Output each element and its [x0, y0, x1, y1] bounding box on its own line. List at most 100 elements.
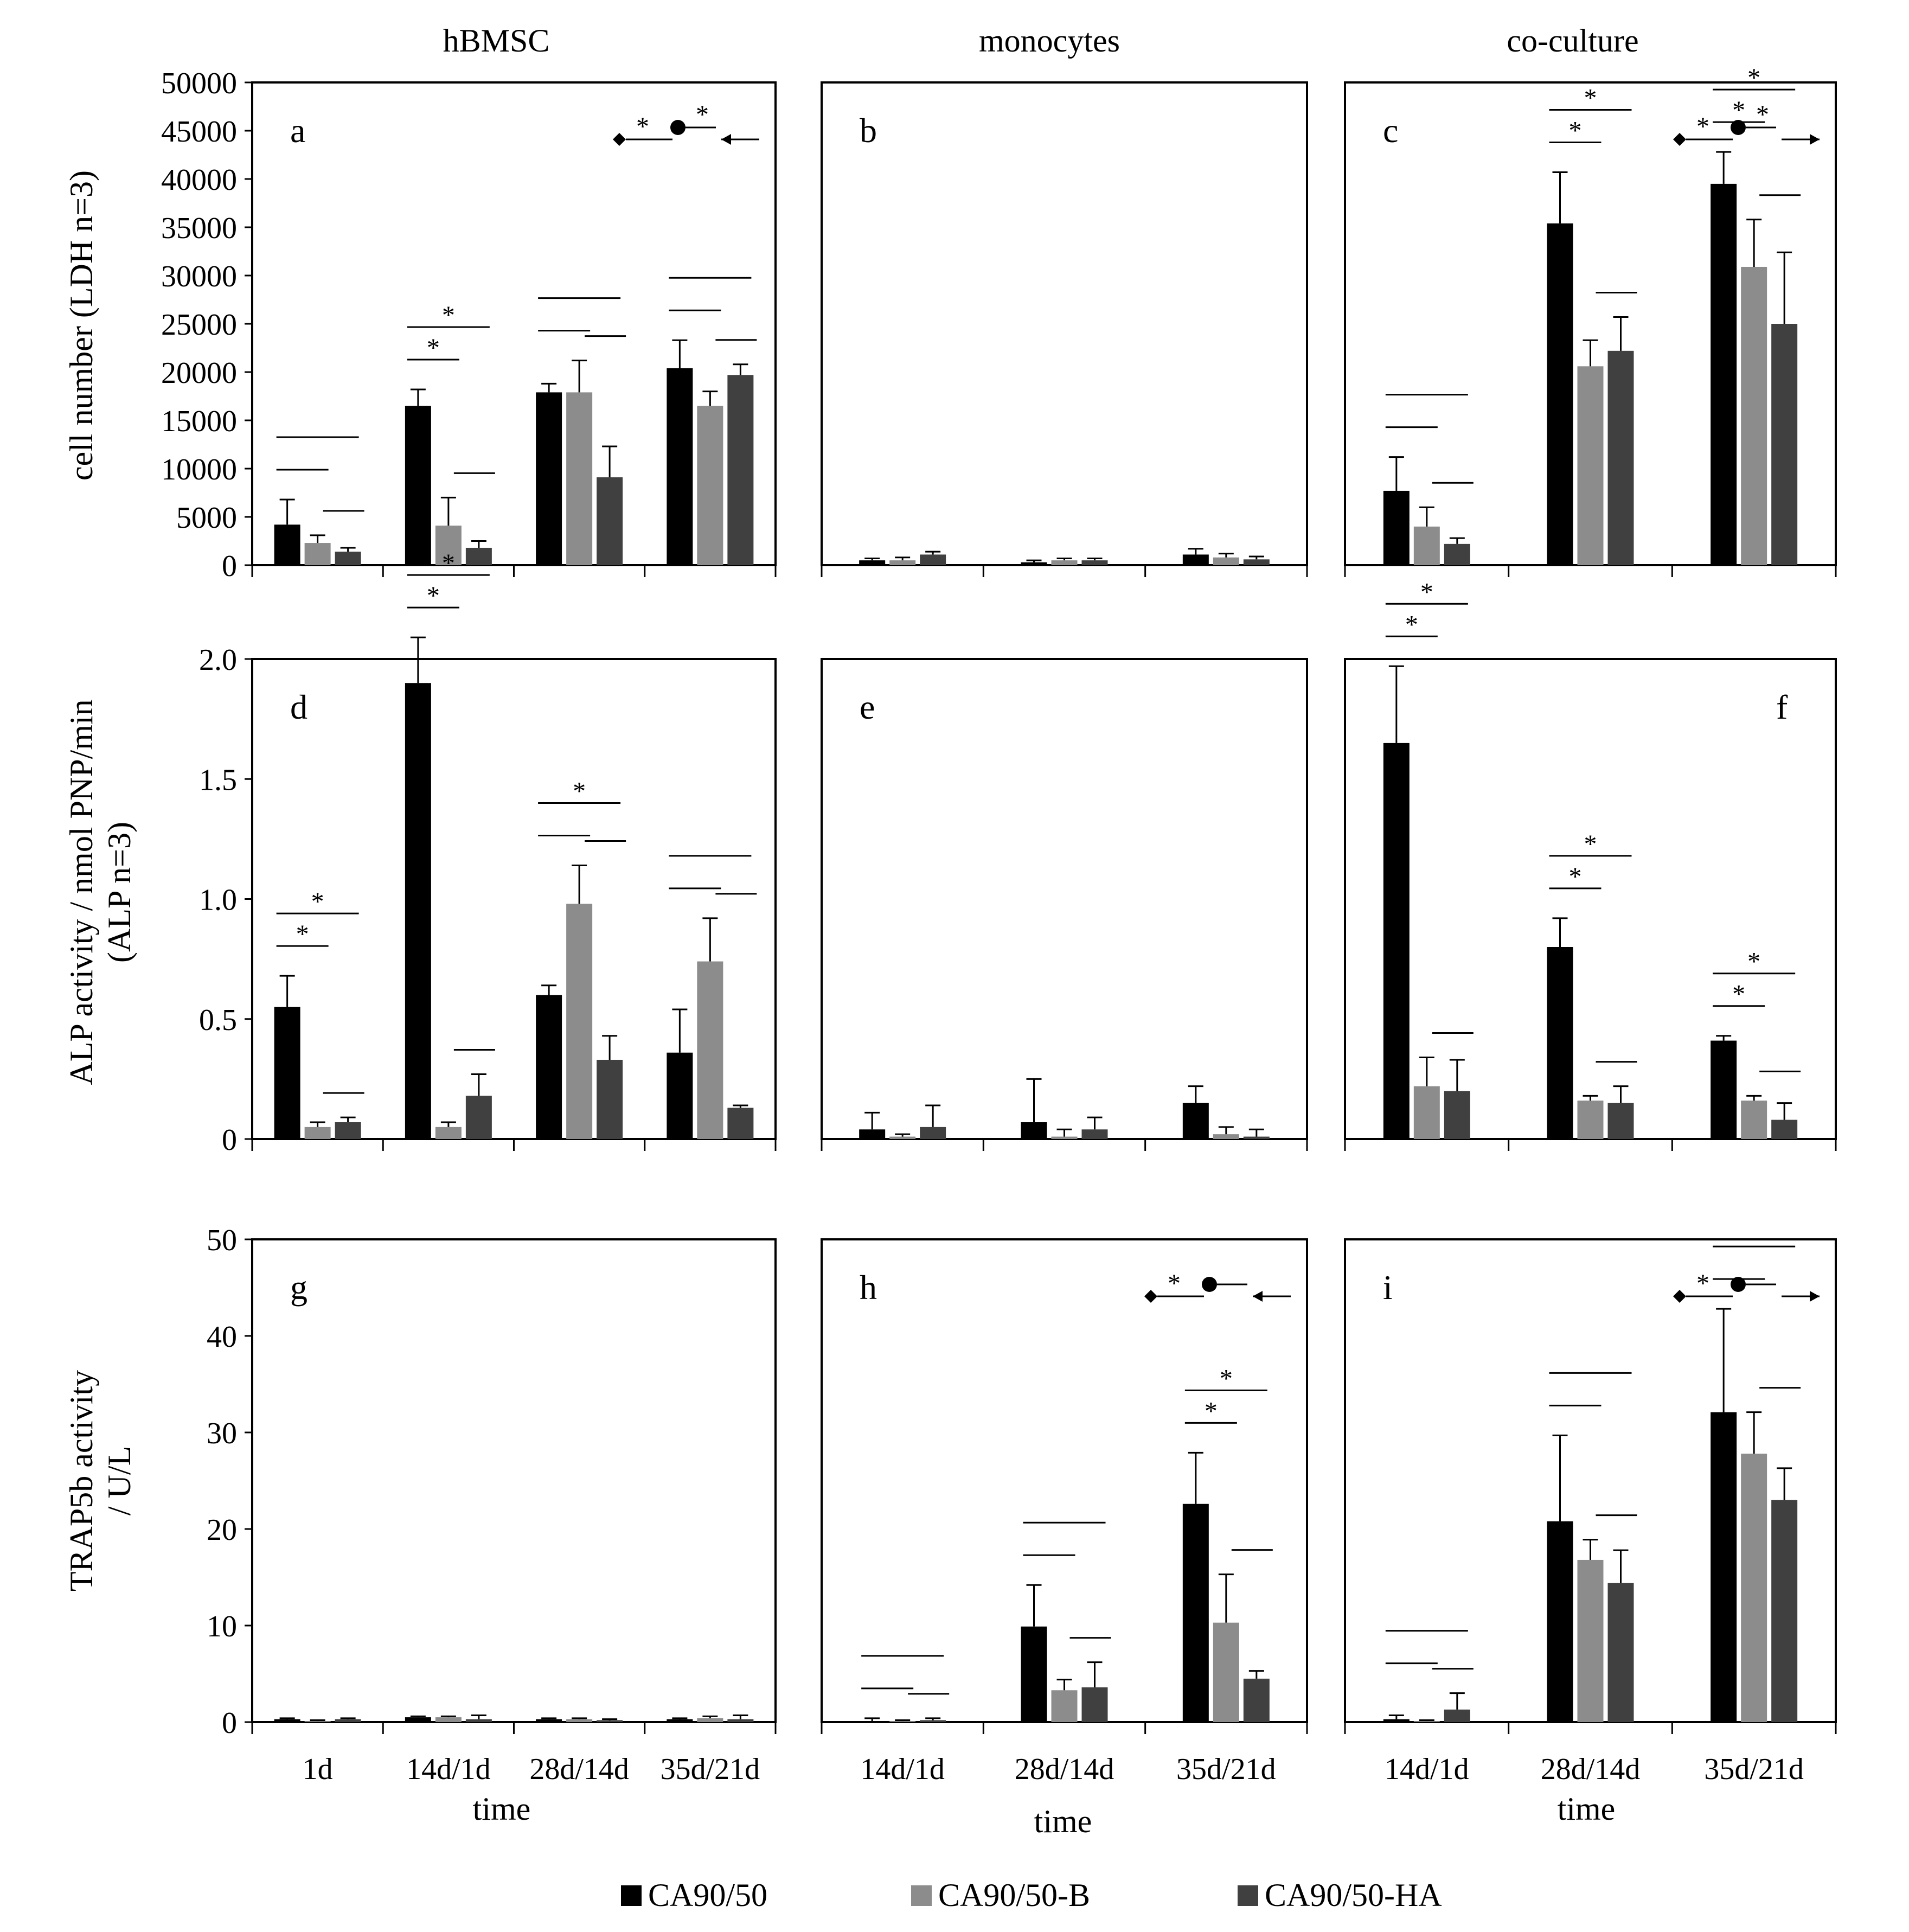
- bar-ca90-50-ha: [1243, 1678, 1270, 1722]
- bar-ca90-50: [405, 406, 431, 565]
- significance-star: *: [427, 581, 440, 610]
- bar-ca90-50-ha: [597, 1720, 623, 1722]
- bar-ca90-50-b: [566, 392, 593, 565]
- significance-star: *: [1569, 862, 1582, 891]
- y-tick-label: 45000: [161, 115, 237, 149]
- significance-star: *: [573, 777, 586, 806]
- trend-dot: [670, 120, 686, 135]
- bar-ca90-50-b: [304, 1721, 331, 1722]
- bar-ca90-50-ha: [465, 547, 492, 565]
- bar-ca90-50-b: [566, 1719, 593, 1722]
- bar-ca90-50-b: [1213, 1134, 1239, 1139]
- bar-ca90-50-ha: [597, 1059, 623, 1139]
- bar-ca90-50-b: [1577, 366, 1604, 565]
- bar-ca90-50: [1383, 743, 1410, 1139]
- bar-ca90-50-b: [1413, 1086, 1440, 1139]
- bar-ca90-50: [1711, 1412, 1737, 1722]
- bar-ca90-50-ha: [1771, 1119, 1798, 1139]
- bar-ca90-50: [1711, 1040, 1737, 1139]
- trend-diamond: [1673, 133, 1686, 146]
- panel-label: i: [1383, 1268, 1393, 1307]
- panel-label: a: [290, 111, 305, 150]
- bar-ca90-50: [1547, 947, 1573, 1139]
- bar-ca90-50-ha: [727, 1719, 754, 1722]
- y-tick-label: 0.5: [199, 1003, 237, 1037]
- trend-star: *: [696, 100, 709, 129]
- panel-g: g 0 10 20 30 40 50 1d 14d/1d 28d/14d 35d/21d: [207, 1224, 777, 1786]
- legend-label-ca90-50-b: CA90/50-B: [938, 1877, 1090, 1913]
- bar-ca90-50: [405, 1717, 431, 1722]
- bar-ca90-50-ha: [1243, 1136, 1270, 1139]
- bar-ca90-50: [1383, 1719, 1410, 1722]
- bar-ca90-50-ha: [920, 554, 946, 565]
- bar-ca90-50-ha: [1081, 560, 1108, 565]
- panel-frame: [1344, 658, 1837, 1140]
- legend-label-ca90-50-ha: CA90/50-HA: [1265, 1877, 1442, 1913]
- significance-star: *: [1405, 610, 1418, 639]
- bar-ca90-50: [274, 1719, 300, 1722]
- bar-ca90-50-ha: [1444, 543, 1470, 565]
- trend-arrow: [1253, 1291, 1263, 1302]
- bar-ca90-50-ha: [1243, 559, 1270, 565]
- chart-panels: a050001000015000200002500030000350004000…: [161, 63, 1837, 1786]
- bar-ca90-50-ha: [335, 1719, 361, 1722]
- column-title-hbmsc: hBMSC: [443, 23, 550, 59]
- x-title-monocytes: time: [1034, 1803, 1092, 1839]
- bar-ca90-50-ha: [335, 1122, 361, 1139]
- bar-ca90-50-b: [697, 406, 723, 565]
- bar-ca90-50-ha: [1607, 1583, 1634, 1722]
- column-titles: hBMSC monocytes co-culture: [443, 23, 1639, 59]
- bar-ca90-50: [1021, 1122, 1047, 1139]
- bar-ca90-50: [1021, 562, 1047, 565]
- y-title-row-2-line-1: ALP activity / nmol PNP/min: [63, 699, 99, 1085]
- y-tick-label: 50000: [161, 67, 237, 100]
- bar-ca90-50-b: [1413, 526, 1440, 565]
- x-tick-label: 35d/21d: [1704, 1752, 1804, 1786]
- bar-ca90-50-b: [1741, 1101, 1767, 1139]
- bar-ca90-50-ha: [1607, 350, 1634, 565]
- panel-c: c ** *** *: [1344, 63, 1837, 577]
- bar-ca90-50-ha: [1444, 1709, 1470, 1722]
- bar-ca90-50-b: [435, 526, 462, 565]
- significance-star: *: [1747, 948, 1760, 976]
- y-title-row-3-line-1: TRAP5b activity: [63, 1370, 99, 1591]
- significance-star: *: [1220, 1364, 1233, 1393]
- y-tick-label: 40: [207, 1320, 237, 1354]
- bar-ca90-50-ha: [1771, 1500, 1798, 1722]
- trend-diamond: [1673, 1290, 1686, 1303]
- y-tick-label: 40000: [161, 163, 237, 197]
- trend-arrow: [1810, 1291, 1820, 1302]
- bar-ca90-50-b: [1577, 1559, 1604, 1722]
- bar-ca90-50-b: [889, 1136, 916, 1139]
- bar-ca90-50: [1021, 1626, 1047, 1722]
- y-tick-label: 1.5: [199, 763, 237, 797]
- bar-ca90-50-b: [1051, 560, 1078, 565]
- bar-ca90-50: [667, 368, 693, 565]
- trend-star: *: [1696, 112, 1709, 141]
- legend-label-ca90-50: CA90/50: [648, 1877, 767, 1913]
- panel-label: c: [1383, 111, 1398, 150]
- bar-ca90-50: [536, 1719, 562, 1722]
- trend-dot: [1202, 1277, 1217, 1292]
- bar-ca90-50: [1182, 1504, 1209, 1722]
- y-tick-label: 5000: [176, 501, 237, 535]
- y-tick-label: 50: [207, 1224, 237, 1257]
- panel-label: g: [290, 1268, 308, 1307]
- bar-ca90-50: [667, 1052, 693, 1139]
- legend-swatch-ca90-50-b: [911, 1885, 932, 1906]
- x-tick-label: 35d/21d: [1176, 1752, 1276, 1786]
- bar-ca90-50-b: [1413, 1721, 1440, 1722]
- panel-e: e: [821, 658, 1308, 1151]
- bar-ca90-50-ha: [920, 1720, 946, 1722]
- panel-d: d00.51.01.52.0*****: [199, 549, 777, 1157]
- y-title-row-2-line-2: (ALP n=3): [101, 822, 137, 963]
- panel-i: i 14d/1d 28d/14d 35d/21d *: [1344, 1238, 1837, 1786]
- column-title-co-culture: co-culture: [1507, 23, 1638, 59]
- panel-label: b: [860, 111, 877, 150]
- bar-ca90-50-b: [697, 1718, 723, 1722]
- bar-ca90-50: [1383, 490, 1410, 565]
- significance-star: *: [296, 920, 309, 949]
- y-tick-label: 10: [207, 1610, 237, 1643]
- bar-ca90-50: [274, 1007, 300, 1139]
